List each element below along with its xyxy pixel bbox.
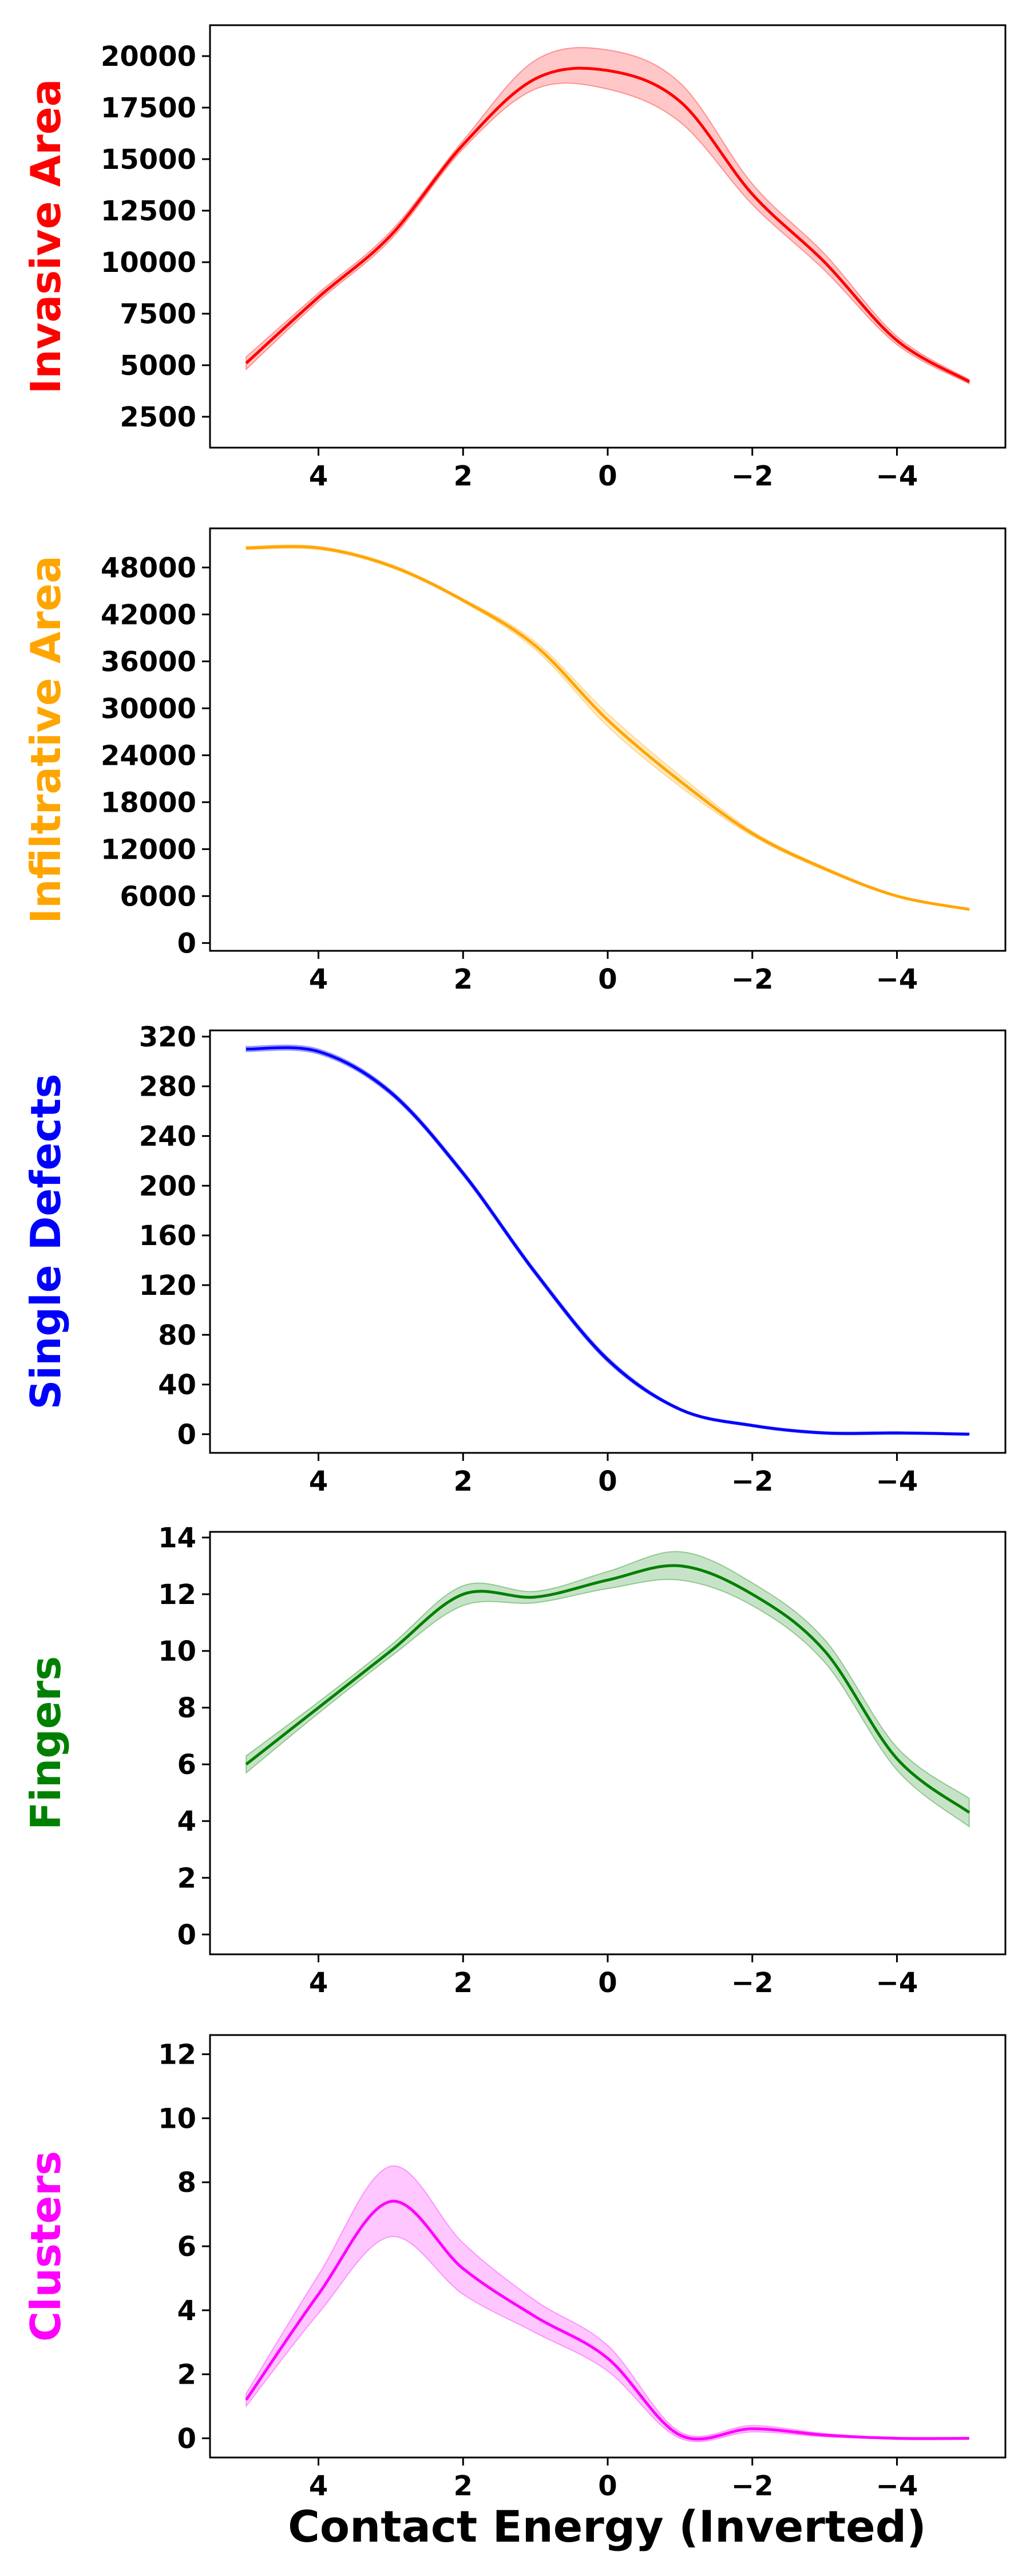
series-line [245,2199,969,2441]
y-tick-label: 12500 [101,195,196,227]
y-tick-label: 160 [139,1220,196,1252]
y-tick-label: 2 [177,2359,196,2391]
y-axis-label: Infiltrative Area [22,555,70,923]
y-tick-label: 17500 [101,92,196,124]
y-axis-label: Single Defects [22,1074,70,1410]
x-tick-label: −2 [731,2470,774,2502]
y-axis-label: Fingers [22,1656,70,1830]
x-tick-label: 0 [598,1465,617,1498]
y-tick-label: 14 [158,1522,196,1554]
x-tick-label: −2 [731,460,774,492]
y-tick-label: 0 [177,1419,196,1451]
panel-5: 4 2 0 −2 −4 0 2 4 6 8 10 12 Clusters [22,2034,1007,2502]
y-tick-label: 6 [177,2231,196,2263]
y-tick-label: 8 [177,2167,196,2199]
x-tick-label: 2 [454,1465,473,1498]
x-tick-label: 4 [309,2470,328,2502]
series-line [246,1046,969,1436]
y-tick-label: 320 [139,1021,196,1053]
y-tick-label: 0 [177,1919,196,1951]
x-tick-label: 2 [454,963,473,995]
y-tick-label: 12000 [101,833,196,866]
y-tick-label: 15000 [101,144,196,176]
x-tick-label: 0 [598,963,617,995]
y-tick-label: 240 [139,1121,196,1153]
confidence-band [245,544,970,911]
panel-1: 4 2 0 −2 −4 2500 5000 7500 10000 12500 15000 17500 2… [22,24,1007,492]
y-tick-label: 48000 [101,552,196,584]
x-tick-label: −4 [876,1465,918,1498]
y-tick-label: 5000 [120,350,196,382]
confidence-band [245,1551,970,1828]
y-tick-label: 7500 [120,298,196,330]
x-tick-label: −4 [876,963,918,995]
y-tick-label: 10 [158,1635,196,1668]
y-tick-label: 4 [177,1805,196,1838]
y-tick-label: 18000 [101,787,196,819]
axes-frame [209,2034,1007,2459]
y-axis-label: Invasive Area [22,79,70,394]
series-line [246,545,970,911]
y-tick-label: 200 [139,1170,196,1202]
x-tick-label: −4 [876,1967,918,1999]
y-tick-label: 10 [158,2103,196,2135]
axes-frame [209,527,1007,952]
confidence-band [245,2165,969,2443]
x-tick-label: 0 [598,1967,617,1999]
series-line [245,1564,970,1814]
panel-3: 4 2 0 −2 −4 0 40 80 120 160 200 240 280 320 Single Def… [22,1021,1007,1498]
x-tick-label: −4 [876,2470,918,2502]
y-tick-label: 120 [139,1270,196,1302]
y-tick-label: 2500 [120,401,196,433]
y-tick-label: 10000 [101,247,196,279]
x-tick-label: 4 [309,963,328,995]
y-tick-label: 6000 [120,880,196,912]
y-tick-label: 20000 [101,41,196,73]
y-tick-label: 30000 [101,693,196,725]
y-tick-label: 36000 [101,646,196,678]
y-tick-label: 42000 [101,599,196,631]
axes-frame [209,1029,1007,1454]
x-tick-label: 4 [309,460,328,492]
panel-2: 4 2 0 −2 −4 0 6000 12000 18000 24000 30000 36000 420… [22,527,1007,995]
y-tick-label: 12 [158,2039,196,2071]
x-tick-label: −4 [876,460,918,492]
confidence-band [245,1044,970,1436]
y-tick-label: 0 [177,927,196,959]
x-tick-label: −2 [731,1465,774,1498]
y-tick-label: 40 [158,1369,196,1401]
y-tick-label: 280 [139,1071,196,1103]
y-tick-label: 0 [177,2423,196,2455]
x-tick-label: 2 [454,460,473,492]
y-tick-label: 12 [158,1579,196,1611]
x-tick-label: 4 [309,1465,328,1498]
x-tick-label: 2 [454,1967,473,1999]
y-tick-label: 6 [177,1749,196,1781]
x-tick-label: −2 [731,1967,774,1999]
confidence-band [245,47,970,385]
x-tick-label: 0 [598,460,617,492]
x-tick-label: 4 [309,1967,328,1999]
series-line [245,66,970,383]
y-tick-label: 8 [177,1692,196,1724]
x-tick-label: 0 [598,2470,617,2502]
y-tick-label: 24000 [101,740,196,772]
x-tick-label: 2 [454,2470,473,2502]
panel-4: 4 2 0 −2 −4 0 2 4 6 8 10 12 14 Fingers [22,1522,1007,1999]
y-tick-label: 4 [177,2295,196,2327]
y-tick-label: 80 [158,1319,196,1352]
y-axis-label: Clusters [22,2151,70,2341]
x-tick-label: −2 [731,963,774,995]
x-axis-label: Contact Energy (Inverted) [288,2501,926,2552]
y-tick-label: 2 [177,1862,196,1894]
